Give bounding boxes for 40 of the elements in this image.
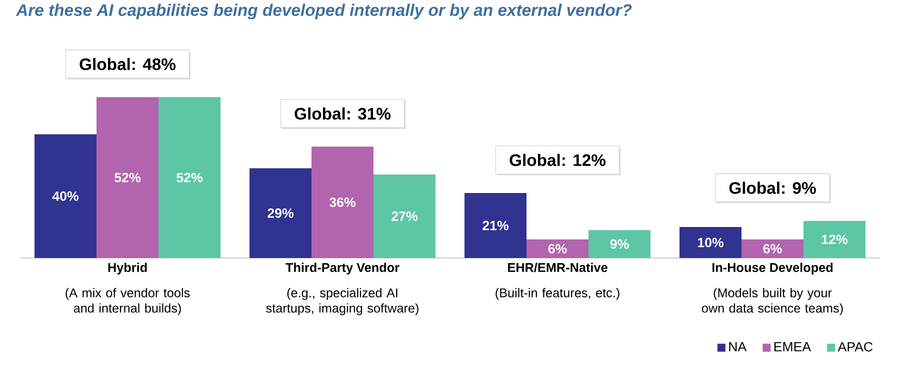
text: (Models built by your own data science teams) (702, 288, 843, 316)
bar (34, 134, 97, 258)
bar (96, 97, 159, 258)
text: (e.g., specialized AI startups, imaging software) (266, 288, 418, 316)
bar (312, 146, 374, 258)
data-label: 27% (392, 212, 418, 221)
data-label: 9% (610, 239, 629, 249)
bar (679, 227, 742, 258)
bar (803, 220, 866, 258)
bar (374, 174, 436, 258)
data-label: 52% (114, 172, 140, 182)
data-label: 6% (763, 244, 782, 254)
legend-label: APAC (838, 342, 873, 352)
bar (250, 168, 312, 258)
data-label: 6% (548, 244, 567, 254)
text: Global: 48% (80, 58, 176, 70)
data-label: 52% (176, 172, 202, 182)
text: (A mix of vendor tools and internal builds) (66, 288, 190, 316)
bar (158, 97, 221, 258)
legend-label: EMEA (774, 342, 812, 352)
data-label: 21% (482, 220, 508, 230)
x-tick-label: EHR/EMR-Native (508, 262, 608, 272)
data-label: 29% (268, 208, 294, 218)
bar (464, 193, 526, 258)
annotation: Global: 12% (510, 154, 606, 166)
legend-label: NA (729, 342, 747, 352)
annotation: Global: 31% (294, 107, 391, 120)
x-tick-label: Hybrid (108, 262, 147, 275)
chart-title: Are these AI capabilities being developed internally or by an external vendor? (16, 4, 632, 20)
data-label: 12% (822, 234, 848, 244)
data-label: 10% (698, 238, 724, 248)
annotation: Global: 9% (729, 182, 816, 194)
bar (526, 239, 588, 258)
x-tick-label: Third-Party Vendor (286, 262, 400, 275)
text: (Built-in features, etc.) (496, 288, 620, 300)
bar (741, 239, 804, 258)
bar (588, 230, 650, 258)
data-label: 36% (329, 198, 356, 208)
data-label: 40% (52, 191, 78, 201)
x-tick-label: In-House Developed (712, 262, 833, 275)
